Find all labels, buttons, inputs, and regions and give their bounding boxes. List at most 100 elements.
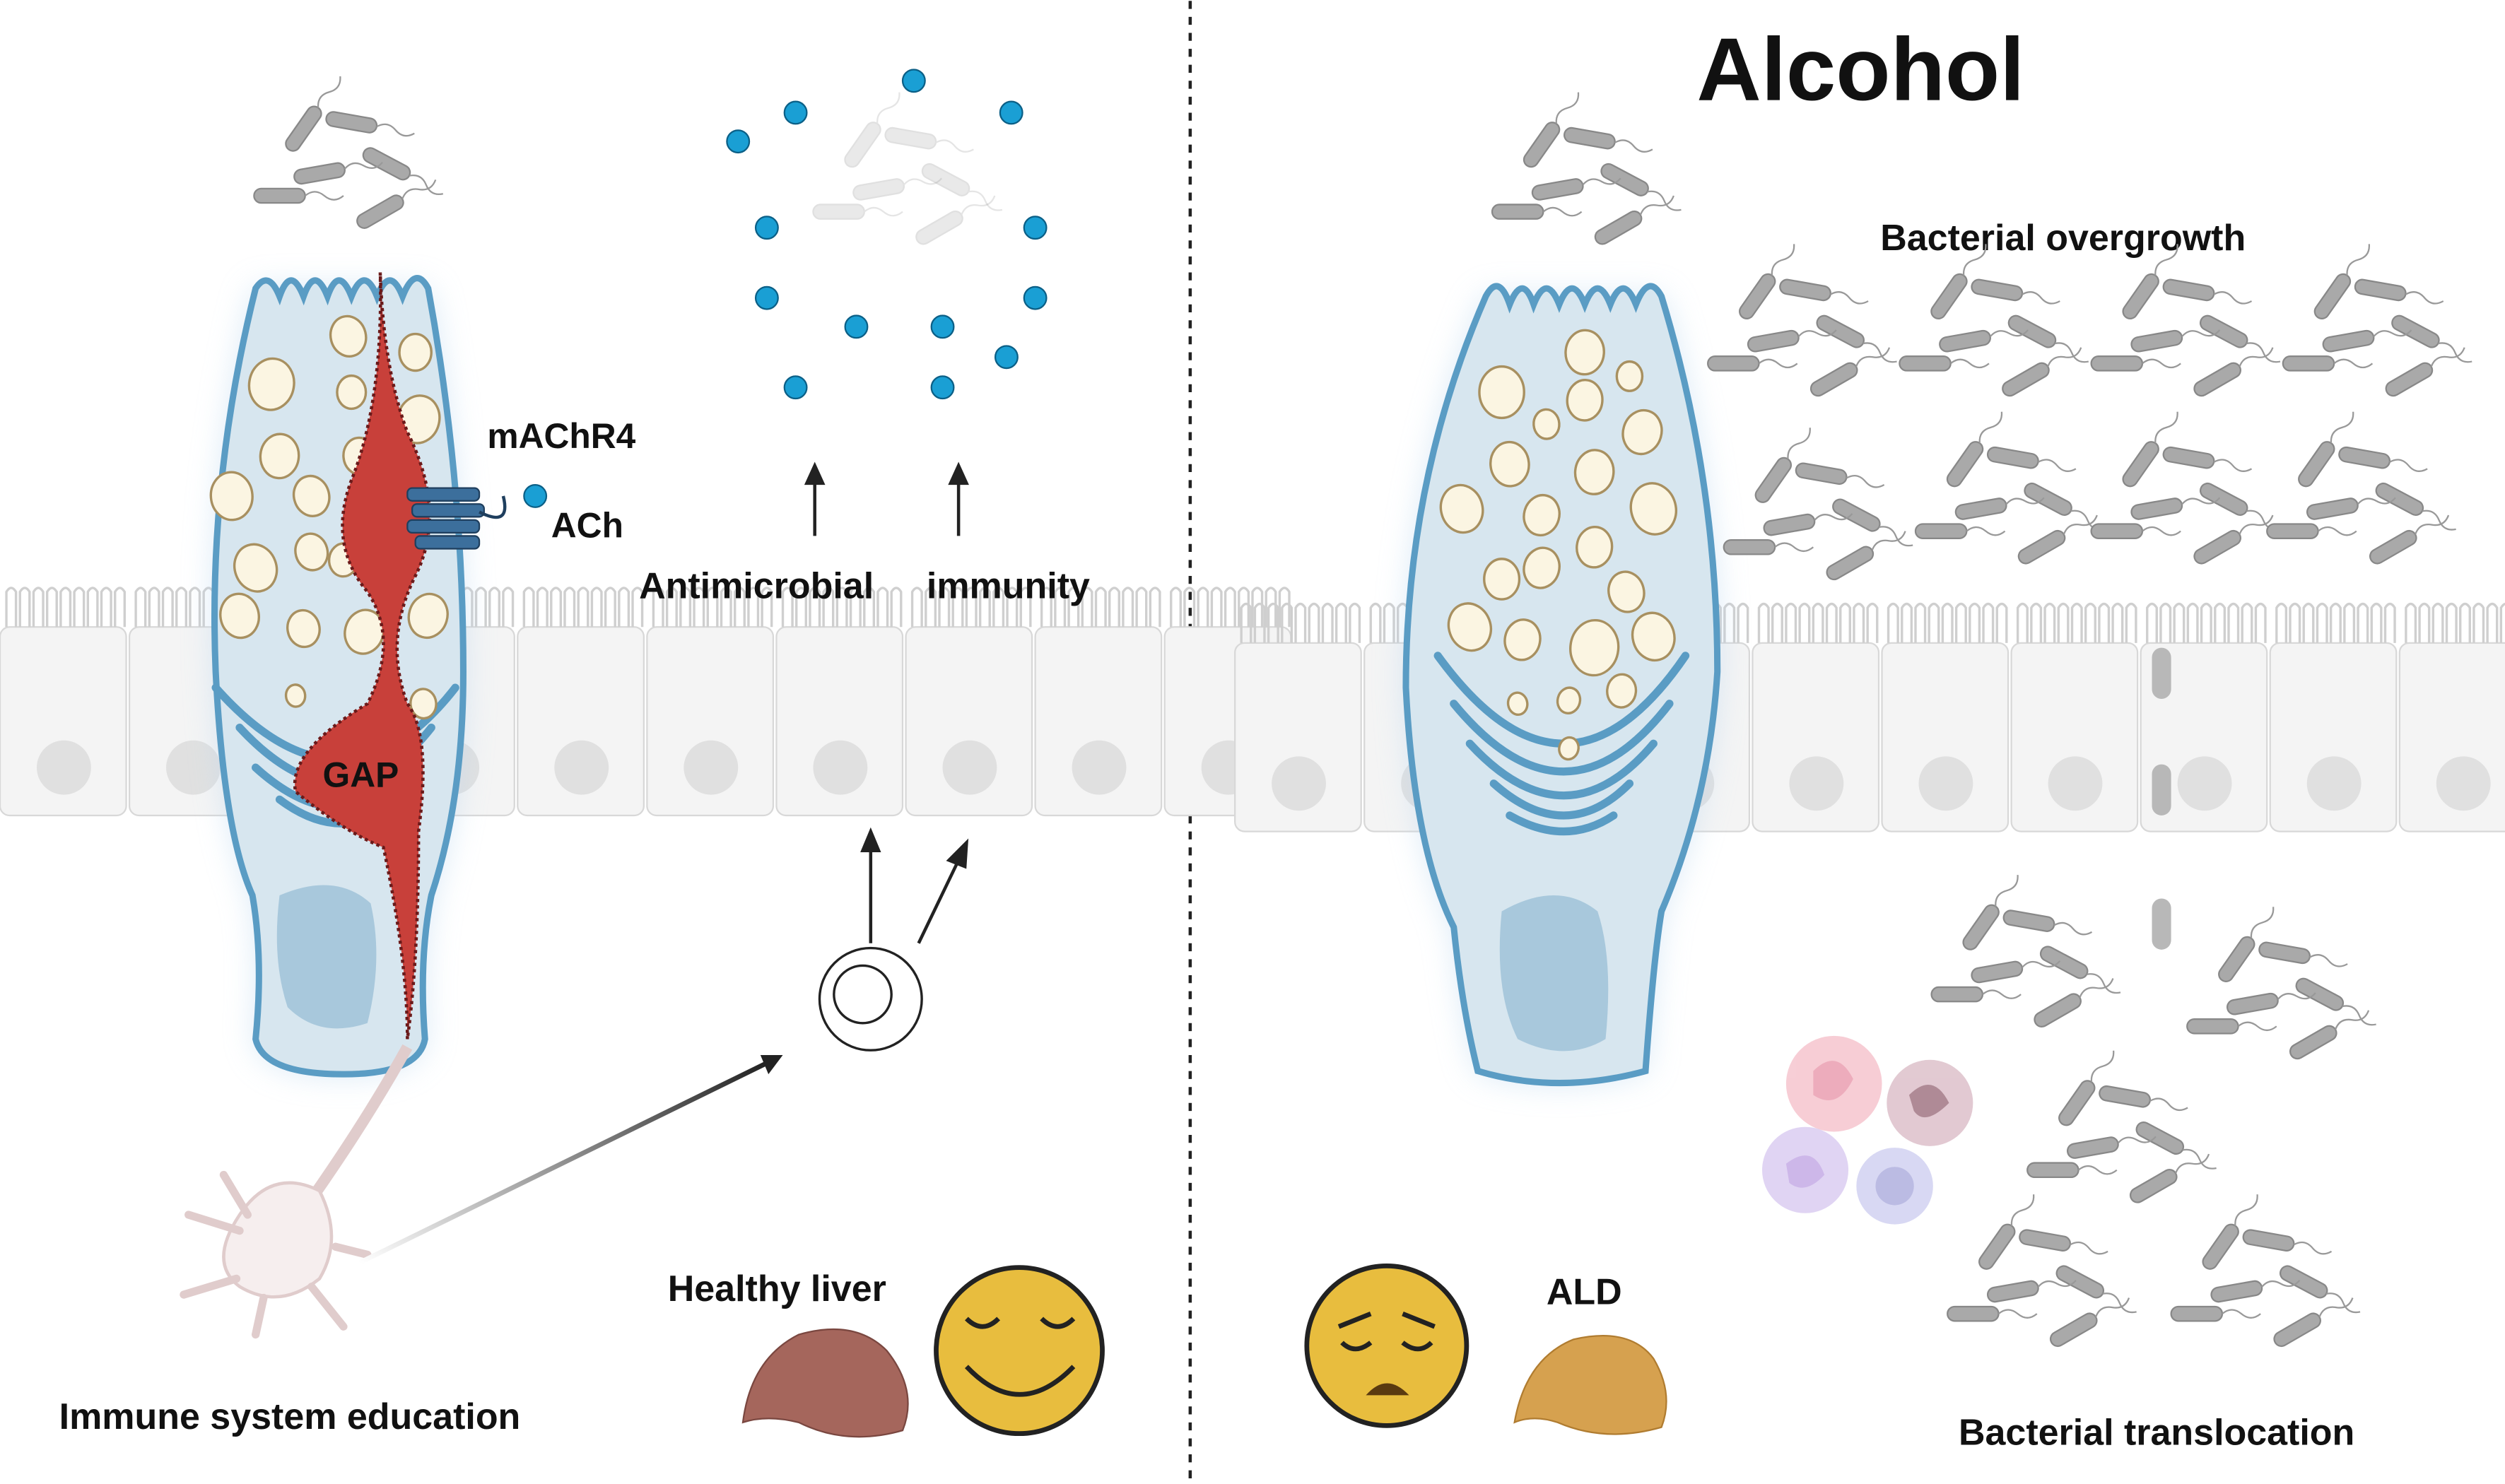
bacterium-body [1809, 362, 1858, 397]
nucleus [166, 740, 221, 795]
flagellum [1614, 139, 1653, 153]
bacteria-icon [1523, 92, 1580, 168]
mucin-granule [1569, 619, 1620, 677]
bacterium-body [2162, 446, 2215, 469]
machr4-label: mAChR4 [487, 416, 635, 456]
epithelial-cell [1752, 602, 1880, 832]
bacteria-icon [2090, 523, 2181, 539]
bacterium-body [2385, 362, 2434, 397]
arrow-head [760, 1055, 783, 1075]
epithelial-cell [905, 587, 1033, 817]
bacteria-icon [1986, 446, 2077, 472]
microvilli [5, 587, 126, 628]
bacterium-body [1523, 122, 1561, 168]
bacterium-body [2066, 1136, 2119, 1159]
bacterium-body [1531, 178, 1584, 201]
bacteria-icon [1978, 1194, 2035, 1270]
flagellum [2250, 907, 2275, 938]
microvilli [652, 587, 773, 628]
flagellum [968, 190, 1003, 211]
mucin-granule [398, 332, 433, 372]
bacteria-icon [1779, 278, 1869, 305]
flagellum [2181, 497, 2221, 505]
flagellum [1771, 244, 1795, 276]
nucleus [1789, 756, 1844, 811]
nucleus [36, 740, 91, 795]
bacterium-body [2266, 523, 2319, 539]
flagellum [1962, 244, 1987, 276]
bacterium-body [2024, 482, 2072, 516]
mucin-granule [259, 432, 300, 480]
ald-label: ALD [1547, 1272, 1622, 1313]
flagellum [876, 92, 900, 124]
mucin-granule [409, 688, 438, 720]
bacteria-icon [1600, 163, 1682, 211]
ach-molecule-icon [1023, 216, 1048, 240]
bacteria-icon [1971, 278, 2060, 305]
bacterium-body [2135, 1121, 2185, 1155]
mucin-granule [209, 471, 254, 522]
bacterium-body [1947, 1305, 2000, 1322]
mucin-granule [294, 532, 329, 572]
bacteria-icon [2129, 1153, 2210, 1203]
mucin-granule [247, 357, 295, 411]
bacterium-body [285, 105, 322, 152]
bacteria-icon [2295, 977, 2376, 1026]
bacteria-icon [2002, 909, 2093, 936]
mucin-granule [1631, 611, 1676, 662]
bacterium-body [1779, 278, 1831, 302]
bacterial-translocation-label: Bacterial translocation [1959, 1412, 2354, 1453]
bacterium-body [2186, 1018, 2239, 1035]
flagellum [1862, 342, 1897, 363]
bacteria-icon [1946, 411, 2003, 488]
flagellum [2234, 1194, 2258, 1226]
flagellum [961, 195, 996, 216]
flagellum [2022, 960, 2061, 968]
flagellum [2077, 1165, 2118, 1175]
bacterium-body [915, 210, 963, 245]
flagellum [1989, 329, 2029, 338]
bacteria-icon [2162, 446, 2253, 472]
microvilli [781, 587, 903, 628]
bacterium-body [2202, 1223, 2239, 1270]
bacterium-body [2298, 441, 2335, 488]
gap-passage [293, 272, 431, 1040]
bacterium-body [2338, 446, 2391, 469]
bacterium-body [2289, 1025, 2337, 1060]
bacterium-body [1739, 273, 1776, 319]
flagellum [2154, 411, 2178, 444]
bacterium-body [1954, 497, 2007, 520]
flagellum [1582, 177, 1621, 186]
flagellum [317, 76, 341, 108]
bacteria-icon [1899, 355, 1990, 372]
flagellum [2070, 1241, 2108, 1255]
cell-body [905, 626, 1033, 817]
bacteria-icon [356, 179, 437, 229]
bacteria-icon [1763, 513, 1853, 536]
bacteria-icon [2017, 514, 2098, 565]
bacteria-icon [293, 161, 383, 185]
bacterium-body [2090, 523, 2144, 539]
cell-body [1234, 642, 1362, 832]
bacteria-icon [2313, 244, 2370, 319]
cell-body [1752, 642, 1880, 832]
bacterium-body [2122, 441, 2159, 488]
immune-education-label: Immune system education [59, 1396, 521, 1437]
mucin-granule [1523, 493, 1561, 537]
nucleus [684, 740, 739, 795]
bacteria-icon [1986, 1280, 2077, 1303]
flagellum [1787, 428, 1811, 459]
microvilli [910, 587, 1032, 628]
bacteria-icon [2273, 1297, 2354, 1348]
ach-molecule-icon [754, 285, 779, 310]
bacterium-body [2218, 936, 2255, 982]
mucin-granule [1615, 360, 1644, 392]
bacteria-icon [1930, 244, 1987, 319]
mucin-granule [1606, 673, 1638, 709]
bacteria-group [253, 76, 2472, 1348]
mucin-granule [1483, 558, 1521, 601]
bacterium-body [1914, 523, 1968, 539]
mucin-granule [1576, 526, 1614, 569]
microvilli [1757, 602, 1879, 643]
mucin-granule [1607, 570, 1645, 613]
